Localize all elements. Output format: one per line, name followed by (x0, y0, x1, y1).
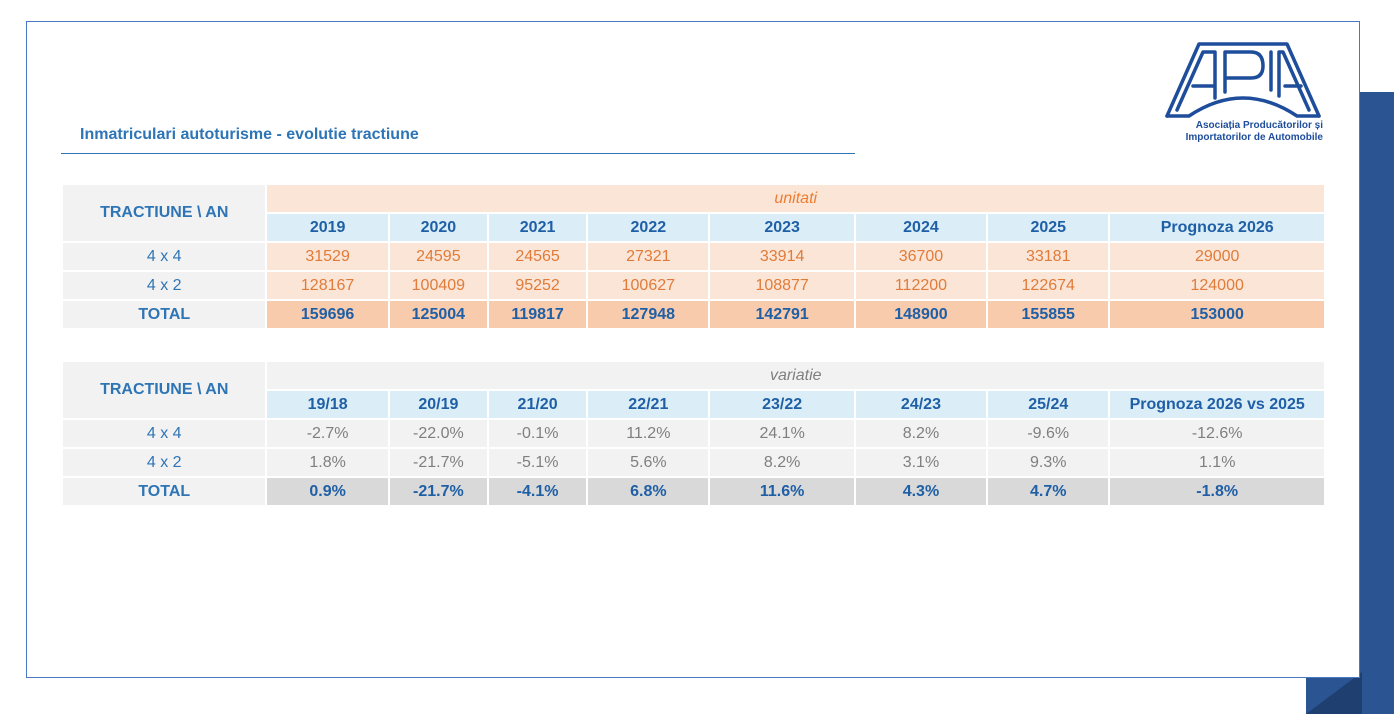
table-cell: 108877 (710, 272, 854, 299)
table-cell: 5.6% (588, 449, 709, 476)
table-cell: 24565 (488, 243, 587, 270)
table-cell: 122674 (988, 272, 1109, 299)
total-cell: 4.7% (988, 478, 1109, 505)
total-cell: 155855 (988, 301, 1109, 328)
table-cell: 27321 (588, 243, 709, 270)
variation-col-header: 25/24 (988, 391, 1109, 418)
variation-col-header: Prognoza 2026 vs 2025 (1110, 391, 1324, 418)
table-cell: 33181 (988, 243, 1109, 270)
apia-logo-mark (1165, 42, 1321, 118)
units-group-label: unitati (267, 185, 1324, 212)
units-col-header: Prognoza 2026 (1110, 214, 1324, 241)
variation-corner-header: TRACTIUNE \ AN (63, 362, 266, 418)
table-row: 4 x 2 1.8% -21.7% -5.1% 5.6% 8.2% 3.1% 9… (63, 449, 1324, 476)
total-cell: 4.3% (855, 478, 987, 505)
variation-header-row: 19/18 20/19 21/20 22/21 23/22 24/23 25/2… (63, 391, 1324, 418)
table-cell: -5.1% (488, 449, 587, 476)
total-cell: -21.7% (389, 478, 487, 505)
units-col-header: 2025 (988, 214, 1109, 241)
units-table: TRACTIUNE \ AN unitati 2019 2020 2021 20… (61, 183, 1326, 330)
total-cell: 0.9% (267, 478, 388, 505)
title-underline (61, 153, 855, 154)
row-label: 4 x 2 (63, 449, 266, 476)
variation-group-row: TRACTIUNE \ AN variatie (63, 362, 1324, 418)
table-cell: -12.6% (1110, 420, 1324, 447)
table-cell: 100409 (389, 272, 487, 299)
logo-caption-line2: Importatorilor de Automobile (1185, 132, 1323, 143)
variation-table: TRACTIUNE \ AN variatie 19/18 20/19 21/2… (61, 360, 1326, 507)
table-cell: 31529 (267, 243, 388, 270)
units-col-header: 2022 (588, 214, 709, 241)
table-cell: 9.3% (988, 449, 1109, 476)
total-cell: 119817 (488, 301, 587, 328)
slide-shadow-corner (1306, 672, 1362, 714)
units-header-row: 2019 2020 2021 2022 2023 2024 2025 Progn… (63, 214, 1324, 241)
table-row: 4 x 4 -2.7% -22.0% -0.1% 11.2% 24.1% 8.2… (63, 420, 1324, 447)
table-cell: 112200 (855, 272, 987, 299)
total-cell: -1.8% (1110, 478, 1324, 505)
units-col-header: 2024 (855, 214, 987, 241)
variation-col-header: 19/18 (267, 391, 388, 418)
total-cell: 11.6% (710, 478, 854, 505)
total-cell: 127948 (588, 301, 709, 328)
table-cell: 8.2% (710, 449, 854, 476)
table-cell: 24.1% (710, 420, 854, 447)
units-group-row: TRACTIUNE \ AN unitati (63, 185, 1324, 241)
row-label: 4 x 4 (63, 420, 266, 447)
variation-col-header: 23/22 (710, 391, 854, 418)
total-cell: 125004 (389, 301, 487, 328)
units-col-header: 2019 (267, 214, 388, 241)
table-cell: -0.1% (488, 420, 587, 447)
table-cell: -22.0% (389, 420, 487, 447)
units-col-header: 2023 (710, 214, 854, 241)
variation-col-header: 20/19 (389, 391, 487, 418)
row-label: 4 x 2 (63, 272, 266, 299)
total-cell: -4.1% (488, 478, 587, 505)
row-label: TOTAL (63, 478, 266, 505)
page-title: Inmatriculari autoturisme - evolutie tra… (80, 126, 419, 143)
row-label: TOTAL (63, 301, 266, 328)
table-cell: -21.7% (389, 449, 487, 476)
slide: Inmatriculari autoturisme - evolutie tra… (26, 21, 1360, 678)
table-total-row: TOTAL 0.9% -21.7% -4.1% 6.8% 11.6% 4.3% … (63, 478, 1324, 505)
table-row: 4 x 2 128167 100409 95252 100627 108877 … (63, 272, 1324, 299)
row-label: 4 x 4 (63, 243, 266, 270)
apia-logo: Asociația Producătorilor și Importatoril… (1163, 40, 1323, 150)
variation-col-header: 24/23 (855, 391, 987, 418)
variation-col-header: 21/20 (488, 391, 587, 418)
units-col-header: 2021 (488, 214, 587, 241)
table-cell: 36700 (855, 243, 987, 270)
table-cell: 29000 (1110, 243, 1324, 270)
table-cell: 1.8% (267, 449, 388, 476)
table-row: 4 x 4 31529 24595 24565 27321 33914 3670… (63, 243, 1324, 270)
table-cell: 95252 (488, 272, 587, 299)
total-cell: 142791 (710, 301, 854, 328)
table-cell: 128167 (267, 272, 388, 299)
table-cell: 33914 (710, 243, 854, 270)
logo-caption-line1: Asociația Producătorilor și (1195, 120, 1323, 131)
table-cell: 8.2% (855, 420, 987, 447)
logo-caption: Asociația Producătorilor și Importatoril… (1163, 120, 1323, 144)
table-cell: 3.1% (855, 449, 987, 476)
variation-col-header: 22/21 (588, 391, 709, 418)
table-cell: 11.2% (588, 420, 709, 447)
units-col-header: 2020 (389, 214, 487, 241)
total-cell: 148900 (855, 301, 987, 328)
table-cell: -9.6% (988, 420, 1109, 447)
table-cell: 100627 (588, 272, 709, 299)
total-cell: 159696 (267, 301, 388, 328)
table-total-row: TOTAL 159696 125004 119817 127948 142791… (63, 301, 1324, 328)
total-cell: 6.8% (588, 478, 709, 505)
table-cell: 124000 (1110, 272, 1324, 299)
total-cell: 153000 (1110, 301, 1324, 328)
table-cell: -2.7% (267, 420, 388, 447)
table-cell: 24595 (389, 243, 487, 270)
variation-group-label: variatie (267, 362, 1324, 389)
units-corner-header: TRACTIUNE \ AN (63, 185, 266, 241)
table-cell: 1.1% (1110, 449, 1324, 476)
